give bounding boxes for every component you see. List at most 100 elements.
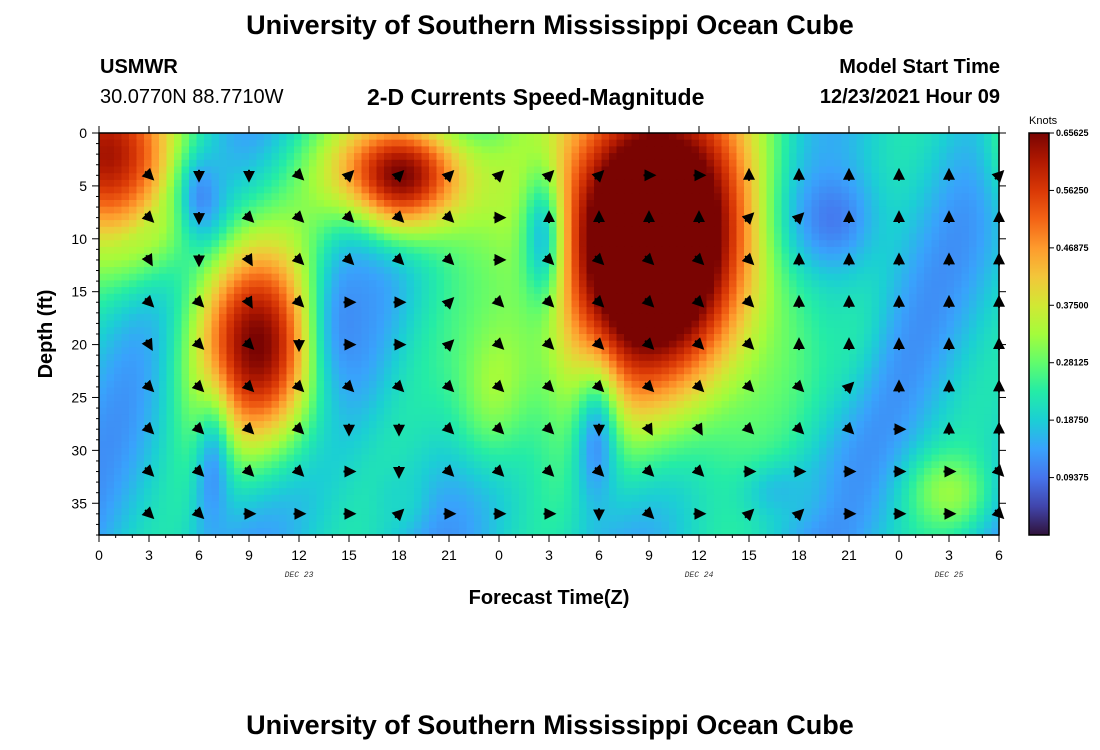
heatmap-cell <box>706 246 715 255</box>
heatmap-cell <box>939 334 948 342</box>
heatmap-cell <box>781 347 790 355</box>
heatmap-cell <box>856 327 865 335</box>
heatmap-cell <box>511 186 520 194</box>
heatmap-cell <box>474 186 483 194</box>
heatmap-cell <box>429 401 438 409</box>
heatmap-cell <box>451 179 460 188</box>
heatmap-cell <box>991 280 1000 288</box>
heatmap-cell <box>414 153 423 161</box>
heatmap-cell <box>459 186 468 194</box>
heatmap-cell <box>856 179 865 188</box>
heatmap-cell <box>804 360 813 369</box>
heatmap-cell <box>451 401 460 409</box>
heatmap-cell <box>639 313 648 322</box>
heatmap-cell <box>114 166 123 174</box>
heatmap-cell <box>931 380 940 389</box>
heatmap-cell <box>219 139 228 147</box>
heatmap-cell <box>121 401 130 409</box>
heatmap-cell <box>879 153 888 161</box>
heatmap-cell <box>241 307 250 315</box>
heatmap-cell <box>436 133 445 141</box>
heatmap-cell <box>804 367 813 375</box>
heatmap-cell <box>99 186 108 194</box>
heatmap-cell <box>984 240 993 248</box>
heatmap-cell <box>346 220 355 228</box>
heatmap-cell <box>826 367 835 375</box>
heatmap-cell <box>924 334 933 342</box>
heatmap-cell <box>249 159 258 168</box>
heatmap-cell <box>196 287 205 295</box>
heatmap-cell <box>234 327 243 335</box>
heatmap-cell <box>354 394 363 402</box>
heatmap-cell <box>369 146 378 154</box>
heatmap-cell <box>189 374 198 382</box>
heatmap-cell <box>384 166 393 174</box>
heatmap-cell <box>894 226 903 235</box>
heatmap-cell <box>856 360 865 369</box>
heatmap-cell <box>796 173 805 181</box>
heatmap-cell <box>406 387 415 395</box>
heatmap-cell <box>811 380 820 389</box>
heatmap-cell <box>939 173 948 181</box>
heatmap-cell <box>339 139 348 147</box>
heatmap-cell <box>279 240 288 248</box>
heatmap-cell <box>744 360 753 369</box>
heatmap-cell <box>714 401 723 409</box>
heatmap-cell <box>564 253 573 261</box>
heatmap-cell <box>729 139 738 147</box>
heatmap-cell <box>481 159 490 168</box>
heatmap-cell <box>796 374 805 382</box>
heatmap-cell <box>444 220 453 228</box>
heatmap-cell <box>751 280 760 288</box>
heatmap-cell <box>556 293 565 302</box>
heatmap-cell <box>226 287 235 295</box>
heatmap-cell <box>264 300 273 308</box>
heatmap-cell <box>324 313 333 322</box>
heatmap-cell <box>106 374 115 382</box>
heatmap-cell <box>676 347 685 355</box>
heatmap-cell <box>249 186 258 194</box>
heatmap-cell <box>519 360 528 369</box>
heatmap-cell <box>759 367 768 375</box>
heatmap-cell <box>571 159 580 168</box>
heatmap-cell <box>834 240 843 248</box>
heatmap-cell <box>616 300 625 308</box>
heatmap-cell <box>159 206 168 214</box>
heatmap-cell <box>151 313 160 322</box>
heatmap-cell <box>331 193 340 201</box>
heatmap-cell <box>331 133 340 141</box>
heatmap-cell <box>819 146 828 154</box>
heatmap-cell <box>429 193 438 201</box>
heatmap-cell <box>916 139 925 147</box>
heatmap-cell <box>361 300 370 308</box>
heatmap-cell <box>316 246 325 255</box>
heatmap-cell <box>534 159 543 168</box>
heatmap-cell <box>601 320 610 328</box>
heatmap-cell <box>504 380 513 389</box>
heatmap-cell <box>526 133 535 141</box>
heatmap-cell <box>886 401 895 409</box>
heatmap-cell <box>564 206 573 214</box>
heatmap-cell <box>954 387 963 395</box>
heatmap-cell <box>519 139 528 147</box>
heatmap-cell <box>781 253 790 261</box>
heatmap-cell <box>916 334 925 342</box>
heatmap-cell <box>399 394 408 402</box>
heatmap-cell <box>301 354 310 362</box>
heatmap-cell <box>969 280 978 288</box>
heatmap-cell <box>924 280 933 288</box>
heatmap-cell <box>301 401 310 409</box>
heatmap-cell <box>879 287 888 295</box>
heatmap-cell <box>181 213 190 221</box>
heatmap-cell <box>699 153 708 161</box>
heatmap-cell <box>301 367 310 375</box>
heatmap-cell <box>526 394 535 402</box>
heatmap-cell <box>789 293 798 302</box>
heatmap-cell <box>609 313 618 322</box>
heatmap-cell <box>369 380 378 389</box>
heatmap-cell <box>834 246 843 255</box>
heatmap-cell <box>796 267 805 275</box>
heatmap-cell <box>436 387 445 395</box>
heatmap-cell <box>286 380 295 389</box>
heatmap-cell <box>616 394 625 402</box>
